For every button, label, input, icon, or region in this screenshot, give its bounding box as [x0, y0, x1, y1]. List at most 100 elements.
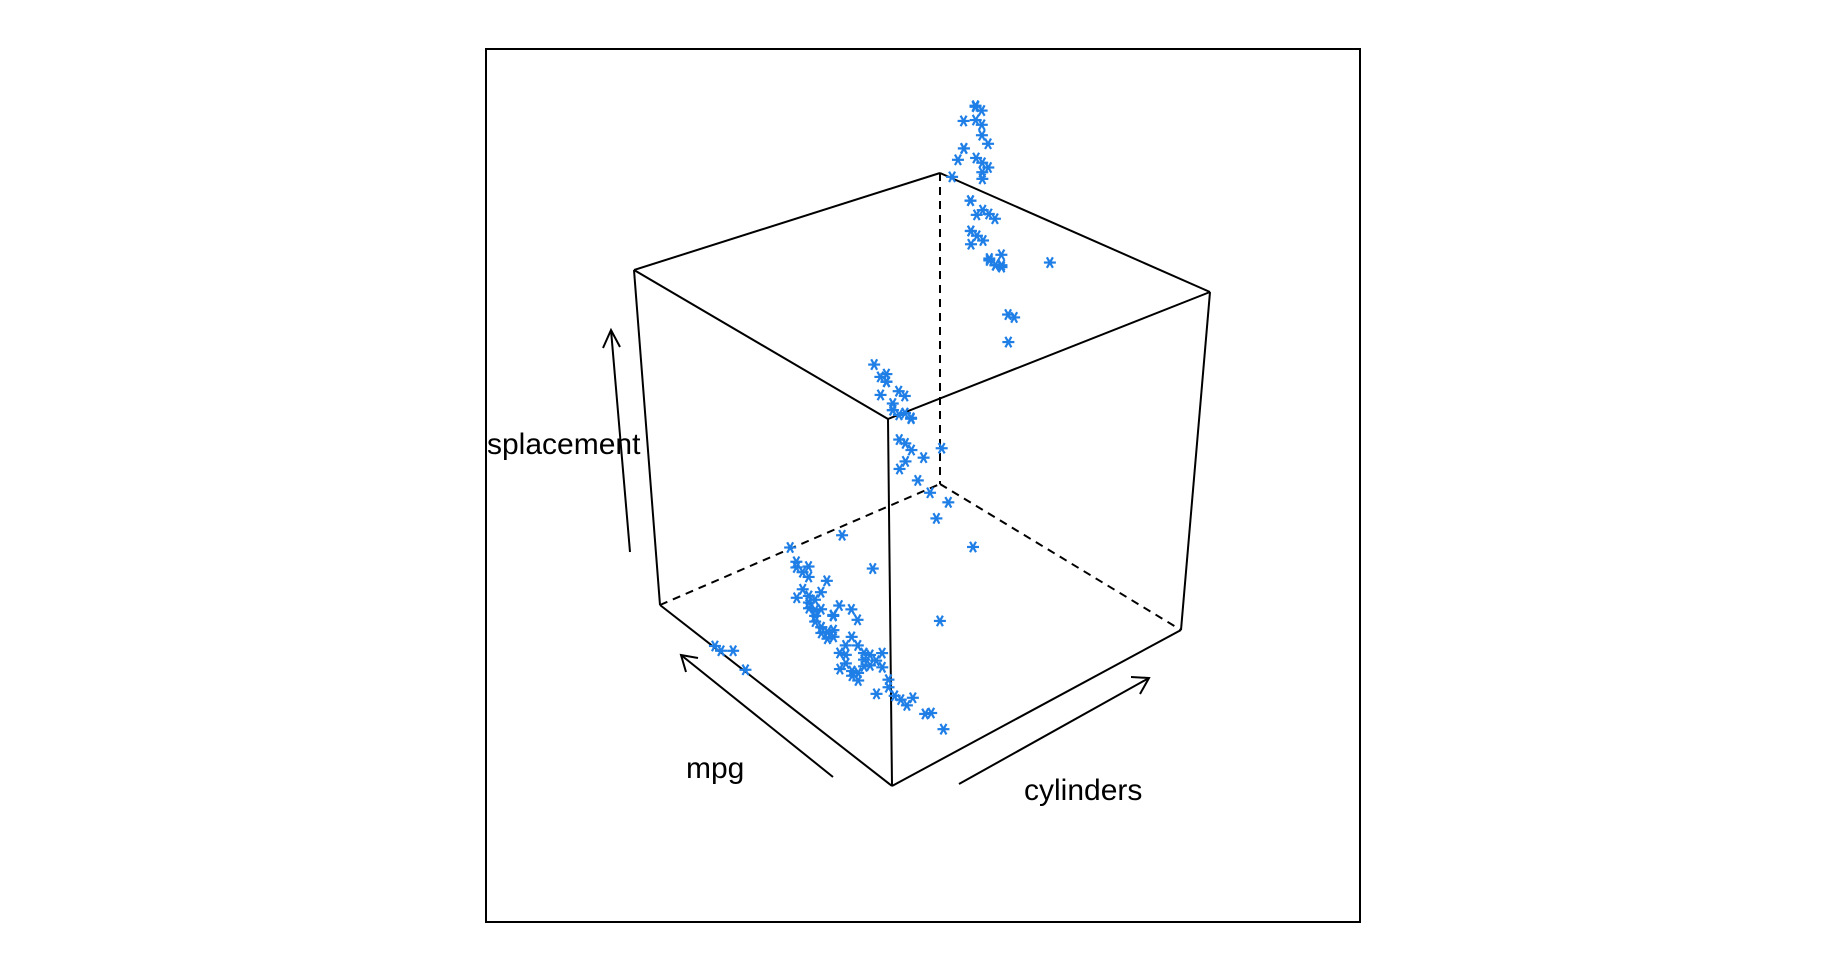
data-point [809, 610, 822, 622]
plot-frame [485, 48, 1361, 923]
data-point [846, 665, 859, 677]
data-point [975, 129, 988, 142]
data-point [708, 640, 721, 652]
data-point [866, 562, 879, 575]
y-axis-label: cylinders [1024, 774, 1142, 807]
bottom-front-left-edge [659, 604, 893, 787]
data-point [833, 599, 846, 612]
data-point [988, 212, 1001, 225]
data-point [995, 249, 1008, 261]
data-point [935, 442, 948, 455]
data-point [964, 194, 977, 207]
x-axis-arrow [679, 653, 834, 778]
data-point [814, 586, 827, 598]
data-point [876, 647, 889, 659]
z-axis-label: splacement [487, 428, 641, 461]
data-point [977, 234, 990, 247]
axis-arrows [602, 327, 1151, 785]
right-vertical-edge [1180, 291, 1211, 631]
data-point [827, 609, 840, 621]
data-point [858, 660, 871, 673]
data-points [708, 100, 1056, 735]
data-point [821, 632, 834, 645]
data-point [946, 171, 959, 183]
data-point [995, 261, 1008, 273]
data-point [868, 358, 881, 371]
data-point [905, 444, 918, 456]
left-vertical-edge [633, 269, 661, 606]
data-point [905, 412, 918, 424]
data-point [790, 555, 803, 568]
data-point [893, 433, 906, 446]
data-point [893, 463, 906, 475]
data-point [951, 154, 964, 166]
back-bottom-left-edge [659, 483, 941, 606]
data-point [975, 119, 988, 131]
back-bottom-right-edge [939, 483, 1182, 631]
data-point [876, 661, 889, 674]
data-point [802, 602, 815, 615]
data-point [739, 664, 752, 676]
data-point [820, 575, 833, 587]
data-point [924, 487, 937, 499]
data-point [970, 209, 983, 221]
data-point [852, 674, 865, 687]
data-point [845, 603, 858, 616]
top-back-right-edge [939, 172, 1211, 293]
top-front-right-edge [887, 291, 1211, 420]
data-point [964, 238, 977, 251]
data-point [976, 173, 989, 185]
data-point [906, 692, 919, 704]
data-point [727, 645, 740, 657]
data-point [975, 104, 988, 117]
data-point [886, 404, 899, 416]
y-axis-arrow [958, 676, 1151, 785]
data-point [899, 455, 912, 468]
data-point [796, 583, 809, 596]
data-point [851, 614, 864, 626]
z-axis-arrow [602, 327, 631, 553]
x-axis-label: mpg [686, 752, 744, 785]
bottom-front-right-edge [891, 629, 1182, 787]
data-point [917, 451, 930, 464]
data-point [880, 375, 893, 388]
data-point [802, 590, 815, 602]
data-point [857, 647, 870, 659]
data-point [937, 723, 950, 735]
cube-box [633, 172, 1211, 787]
data-point [845, 631, 858, 643]
data-point [839, 639, 852, 652]
data-point [982, 138, 995, 150]
data-point [882, 673, 895, 686]
data-point [983, 254, 996, 267]
top-back-left-edge [633, 172, 941, 271]
data-point [942, 496, 955, 509]
data-point [911, 474, 924, 487]
data-point [1002, 336, 1015, 348]
data-point [933, 615, 946, 627]
top-front-left-edge [633, 269, 889, 420]
data-point [982, 161, 995, 174]
data-point [967, 541, 980, 553]
data-point [900, 699, 913, 712]
data-point [851, 639, 864, 652]
data-point [870, 688, 883, 700]
front-vertical-edge [887, 418, 893, 787]
data-point [957, 142, 970, 155]
data-point [1043, 256, 1056, 269]
data-point [802, 571, 815, 583]
data-point [898, 390, 911, 402]
data-point [964, 225, 977, 237]
data-point [815, 603, 828, 616]
data-point [930, 512, 943, 525]
data-point [833, 647, 846, 659]
data-point [970, 152, 983, 164]
data-point [790, 592, 803, 604]
data-point [957, 115, 970, 127]
data-point [1008, 311, 1021, 324]
data-point [886, 397, 899, 410]
data-point [874, 389, 887, 401]
data-point [836, 529, 849, 542]
data-point [919, 708, 932, 720]
